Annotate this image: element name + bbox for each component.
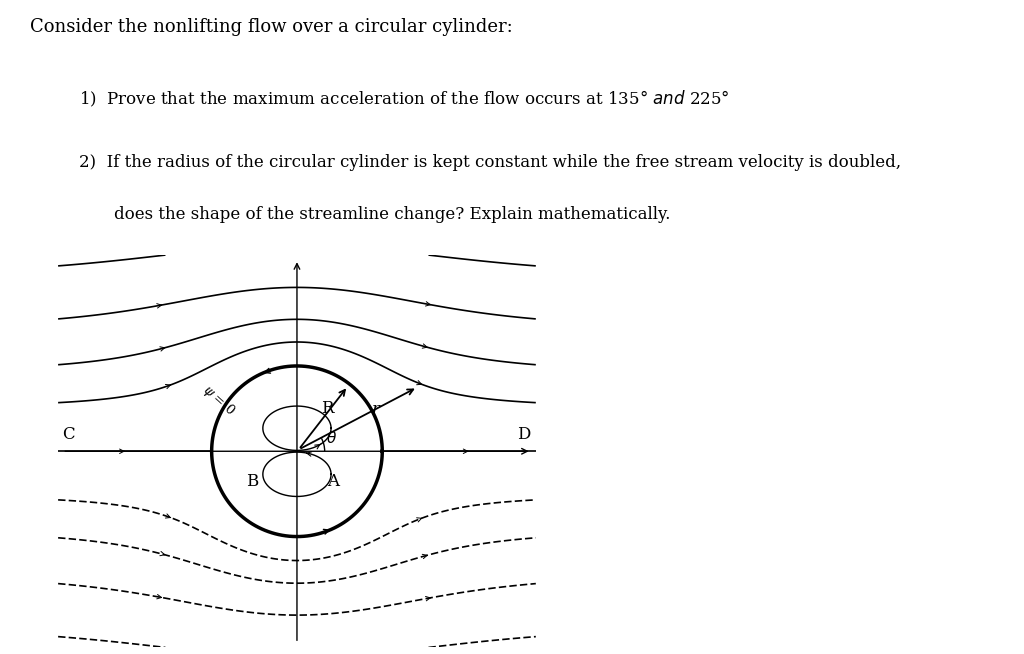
Point xyxy=(289,446,305,456)
Point xyxy=(289,446,305,456)
Text: B: B xyxy=(247,473,259,490)
Text: C: C xyxy=(62,426,75,443)
Point xyxy=(289,446,305,456)
Text: Consider the nonlifting flow over a circular cylinder:: Consider the nonlifting flow over a circ… xyxy=(31,18,513,36)
Text: R: R xyxy=(322,400,334,417)
Text: 2)  If the radius of the circular cylinder is kept constant while the free strea: 2) If the radius of the circular cylinde… xyxy=(80,154,901,171)
Point xyxy=(289,446,305,456)
Text: r: r xyxy=(372,402,380,419)
Text: 1)  Prove that the maximum acceleration of the flow occurs at 135$\degree$ $\mat: 1) Prove that the maximum acceleration o… xyxy=(80,88,730,109)
Text: D: D xyxy=(517,426,530,443)
Text: $\psi$ = 0: $\psi$ = 0 xyxy=(199,381,239,419)
Point xyxy=(289,446,305,456)
Text: does the shape of the streamline change? Explain mathematically.: does the shape of the streamline change?… xyxy=(114,206,671,223)
Point xyxy=(289,446,305,456)
Text: A: A xyxy=(327,473,339,490)
Point xyxy=(289,446,305,456)
Point xyxy=(289,446,305,456)
Point xyxy=(289,446,305,456)
Text: $\theta$: $\theta$ xyxy=(326,430,337,446)
